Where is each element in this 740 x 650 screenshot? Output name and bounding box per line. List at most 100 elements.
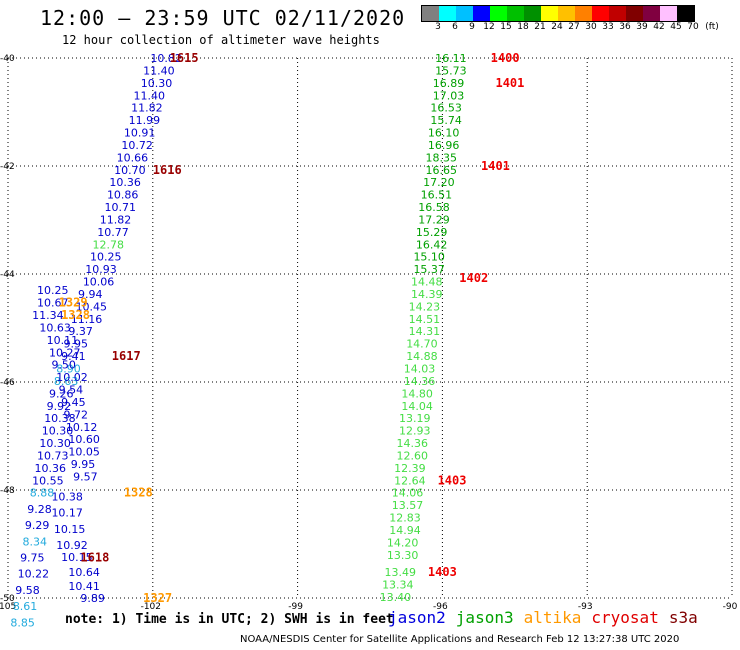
credit-line: NOAA/NESDIS Center for Satellite Applica… [240,634,680,645]
wave-height-value: 14.23 [409,300,441,313]
color-scale-legend [421,5,695,22]
legend-swatch [490,6,507,21]
latitude-tick-label: -40 [0,54,15,64]
wave-height-value: 10.25 [90,251,122,264]
wave-height-value: 10.82 [150,52,182,65]
legend-swatch [439,6,456,21]
pass-number-label: 1329 [59,296,88,310]
satellite-legend: jason2 jason3 altika cryosat s3a [388,608,698,627]
wave-height-value: 10.55 [32,474,64,487]
legend-label: 42 [653,22,665,32]
legend-label: 36 [619,22,631,32]
wave-height-value: 10.86 [107,189,138,202]
wave-height-value: 14.31 [409,325,441,338]
wave-height-value: 11.40 [133,89,165,102]
longitude-tick-label: -102 [141,602,161,612]
legend-swatch [660,6,677,21]
wave-height-value: 10.67 [37,297,69,310]
wave-height-value: 9.45 [61,396,86,409]
legend-swatch [524,6,541,21]
legend-label: 21 [534,22,546,32]
wave-height-value: 9.41 [61,350,86,363]
wave-height-value: 14.51 [409,313,441,326]
wave-height-value: 14.80 [401,387,433,400]
pass-number-label: 1617 [112,349,141,363]
pass-number-label: 1401 [481,159,510,173]
wave-height-value: 12.39 [394,462,426,475]
wave-height-value: 16.53 [430,102,462,115]
wave-height-value: 10.73 [37,449,69,462]
wave-height-value: 10.36 [109,176,141,189]
longitude-tick-label: -93 [578,602,593,612]
pass-number-label: 1327 [143,591,172,605]
wave-height-value: 16.10 [428,127,460,140]
pass-number-label: 1328 [61,308,90,322]
map-subtitle: 12 hour collection of altimeter wave hei… [62,33,380,47]
wave-height-value: 9.95 [64,338,89,351]
latitude-tick-label: -44 [0,270,15,280]
legend-swatch [643,6,660,21]
wave-height-value: 10.77 [97,226,129,239]
legend-swatch [558,6,575,21]
satellite-cryosat: cryosat [591,608,659,627]
pass-number-label: 1615 [170,51,199,65]
wave-height-value: 10.22 [18,568,50,581]
map-title: 12:00 – 23:59 UTC 02/11/2020 [40,6,406,30]
wave-height-value: 10.06 [83,276,115,289]
wave-height-value: 10.60 [68,433,100,446]
wave-height-value: 12.83 [389,512,421,525]
legend-label: 18 [517,22,529,32]
wave-height-value: 11.34 [32,309,64,322]
wave-height-value: 13.57 [392,499,424,512]
wave-height-value: 12.78 [92,238,124,251]
wave-height-value: 9.29 [25,519,50,532]
legend-swatch [507,6,524,21]
legend-swatch [677,6,694,21]
legend-label: 45 [670,22,682,32]
longitude-tick-label: -105 [0,602,16,612]
wave-height-value: 10.30 [42,425,74,438]
longitude-tick-label: -90 [723,602,738,612]
wave-height-value: 10.38 [44,412,75,425]
wave-height-value: 9.28 [27,503,52,516]
wave-height-value: 15.29 [416,226,448,239]
wave-height-value: 10.36 [35,462,66,475]
wave-height-value: 10.02 [56,371,87,384]
wave-height-value: 10.71 [105,201,136,214]
wave-height-value: 14.88 [406,350,438,363]
legend-swatch [592,6,609,21]
wave-height-value: 9.26 [49,387,74,400]
latitude-tick-label: -48 [0,486,15,496]
footnote: note: 1) Time is in UTC; 2) SWH is in fe… [65,612,394,627]
legend-label: 12 [483,22,495,32]
wave-height-value: 8.63 [54,375,79,388]
wave-height-value: 9.92 [47,400,72,413]
wave-height-value: 10.93 [85,263,117,276]
wave-height-value: 12.93 [399,425,431,438]
wave-height-value: 16.89 [433,77,465,90]
wave-height-value: 13.19 [399,412,431,425]
wave-height-value: 8.34 [22,535,47,548]
pass-number-label: 1616 [153,163,182,177]
legend-label: 6 [452,22,458,32]
legend-swatch [609,6,626,21]
wave-height-value: 9.94 [78,288,103,301]
wave-height-value: 10.30 [141,77,173,90]
wave-height-value: 8.90 [56,363,80,376]
wave-height-value: 16.11 [435,52,467,65]
legend-swatch [626,6,643,21]
wave-height-value: 11.99 [129,114,161,127]
wave-height-value: 10.15 [54,523,86,536]
wave-height-value: 10.12 [66,421,98,434]
legend-label: 33 [602,22,614,32]
pass-number-label: 1403 [428,565,457,579]
legend-label: 15 [500,22,512,32]
wave-height-value: 9.50 [51,359,76,372]
wave-height-value: 8.61 [13,600,38,613]
wave-height-value: 16.96 [428,139,460,152]
legend-label: 27 [568,22,580,32]
pass-number-label: 1400 [491,51,520,65]
legend-label: 39 [636,22,648,32]
wave-height-value: 17.20 [423,176,455,189]
